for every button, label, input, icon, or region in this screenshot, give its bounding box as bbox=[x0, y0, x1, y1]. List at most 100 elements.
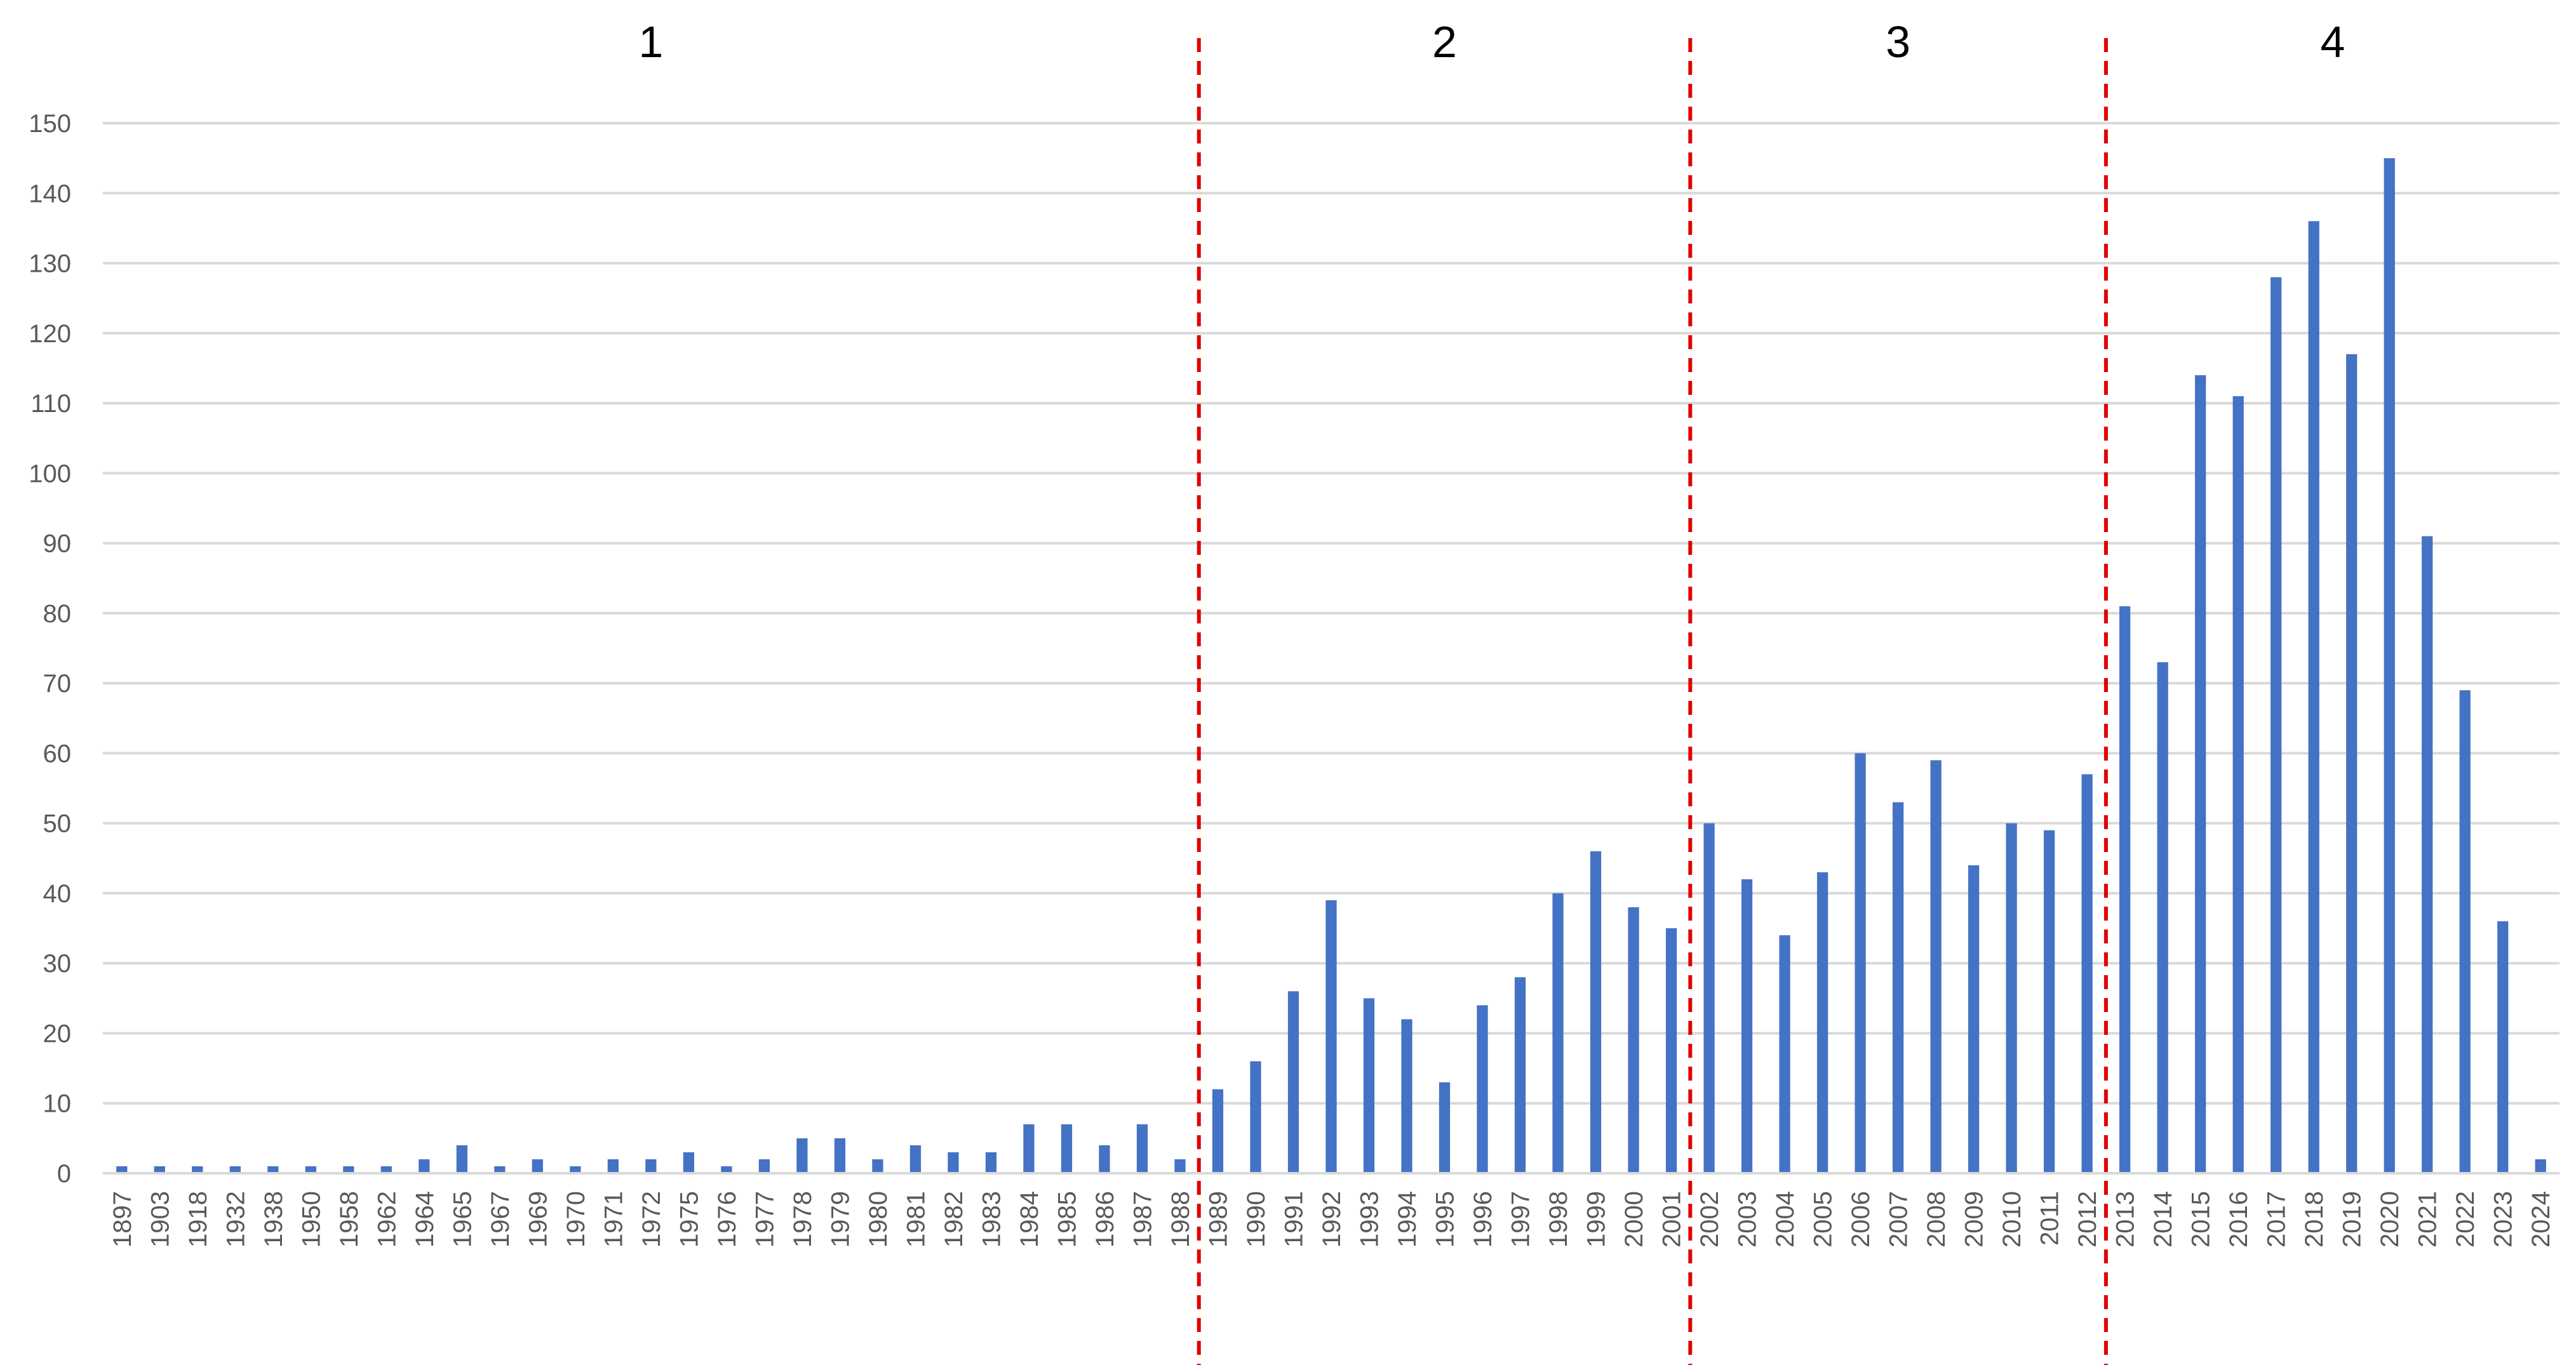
x-tick-label: 1984 bbox=[1016, 1191, 1043, 1248]
bar-1972 bbox=[645, 1159, 657, 1173]
x-tick-label: 1990 bbox=[1242, 1191, 1270, 1248]
bar-2005 bbox=[1816, 872, 1828, 1173]
bar-1978 bbox=[796, 1138, 808, 1173]
phase-label-1: 1 bbox=[638, 17, 663, 67]
bar-1970 bbox=[570, 1166, 581, 1173]
y-tick-label: 90 bbox=[43, 530, 72, 558]
x-tick-label: 1932 bbox=[222, 1191, 250, 1248]
bar-1991 bbox=[1287, 991, 1299, 1173]
y-tick-label: 20 bbox=[43, 1020, 72, 1048]
gridlines bbox=[103, 122, 2559, 1105]
x-axis-tick-labels: 1897 1903 1918 1932 1938 1950 1958 1962 1964 1965… bbox=[109, 1191, 2555, 1248]
bar-2023 bbox=[2497, 921, 2509, 1173]
phase-label-3: 3 bbox=[1886, 17, 1910, 67]
y-tick-label: 10 bbox=[43, 1090, 72, 1118]
x-tick-label: 2022 bbox=[2452, 1191, 2479, 1248]
x-tick-label: 2000 bbox=[1620, 1191, 1648, 1248]
x-tick-label: 2007 bbox=[1885, 1191, 1913, 1248]
bar-1996 bbox=[1477, 1005, 1488, 1173]
bar-1982 bbox=[948, 1152, 959, 1173]
x-tick-label: 1986 bbox=[1091, 1191, 1119, 1248]
y-tick-label: 30 bbox=[43, 950, 72, 978]
x-tick-label: 2009 bbox=[1961, 1191, 1989, 1248]
bar-2013 bbox=[2119, 606, 2131, 1173]
bar-1992 bbox=[1325, 900, 1337, 1173]
bar-2014 bbox=[2157, 662, 2168, 1173]
bar-2024 bbox=[2535, 1159, 2546, 1173]
x-tick-label: 1977 bbox=[751, 1191, 779, 1248]
x-tick-label: 1987 bbox=[1129, 1191, 1157, 1248]
bar-2011 bbox=[2044, 830, 2055, 1173]
bar-2009 bbox=[1968, 865, 1980, 1173]
bar-2018 bbox=[2308, 221, 2319, 1174]
phase-labels: 1 2 3 4 bbox=[638, 17, 2345, 67]
bar-1975 bbox=[683, 1152, 694, 1173]
phase-label-4: 4 bbox=[2320, 17, 2345, 67]
bar-1979 bbox=[834, 1138, 846, 1173]
bar-1903 bbox=[154, 1166, 165, 1173]
bar-2000 bbox=[1628, 907, 1639, 1173]
x-tick-label: 1897 bbox=[109, 1191, 137, 1248]
bar-1994 bbox=[1401, 1019, 1412, 1173]
y-tick-label: 150 bbox=[29, 110, 71, 138]
bar-1985 bbox=[1061, 1124, 1073, 1173]
x-tick-label: 2001 bbox=[1658, 1191, 1686, 1248]
x-tick-label: 1972 bbox=[638, 1191, 666, 1248]
x-tick-label: 1958 bbox=[335, 1191, 363, 1248]
x-tick-label: 2020 bbox=[2376, 1191, 2404, 1248]
x-tick-label: 1978 bbox=[789, 1191, 817, 1248]
bar-1980 bbox=[872, 1159, 883, 1173]
x-tick-label: 2024 bbox=[2527, 1191, 2555, 1248]
bar-1965 bbox=[456, 1145, 467, 1173]
x-tick-label: 1965 bbox=[448, 1191, 476, 1248]
x-tick-label: 1996 bbox=[1469, 1191, 1497, 1248]
x-tick-label: 1997 bbox=[1507, 1191, 1535, 1248]
x-tick-label: 2005 bbox=[1809, 1191, 1837, 1248]
bar-1986 bbox=[1099, 1145, 1110, 1173]
bar-2007 bbox=[1892, 802, 1904, 1173]
bar-1995 bbox=[1439, 1082, 1451, 1173]
bar-1984 bbox=[1023, 1124, 1035, 1173]
x-tick-label: 1980 bbox=[864, 1191, 892, 1248]
y-tick-label: 60 bbox=[43, 740, 72, 768]
bar-1964 bbox=[419, 1159, 430, 1173]
y-tick-label: 120 bbox=[29, 320, 71, 348]
bar-2015 bbox=[2195, 375, 2206, 1174]
x-tick-label: 1994 bbox=[1393, 1191, 1421, 1248]
x-tick-label: 1975 bbox=[675, 1191, 703, 1248]
x-tick-label: 1999 bbox=[1583, 1191, 1611, 1248]
y-tick-label: 40 bbox=[43, 880, 72, 908]
x-tick-label: 2003 bbox=[1734, 1191, 1762, 1248]
x-tick-label: 2008 bbox=[1922, 1191, 1950, 1248]
bars bbox=[116, 158, 2546, 1174]
bar-2003 bbox=[1741, 879, 1753, 1173]
x-tick-label: 1979 bbox=[826, 1191, 854, 1248]
x-tick-label: 1995 bbox=[1432, 1191, 1459, 1248]
x-tick-label: 1967 bbox=[486, 1191, 514, 1248]
x-tick-label: 1998 bbox=[1545, 1191, 1573, 1248]
bar-2002 bbox=[1703, 823, 1715, 1173]
bar-1988 bbox=[1174, 1159, 1186, 1173]
bar-1977 bbox=[758, 1159, 770, 1173]
y-tick-label: 140 bbox=[29, 180, 71, 208]
x-tick-label: 1969 bbox=[524, 1191, 552, 1248]
x-tick-label: 1982 bbox=[940, 1191, 968, 1248]
bar-1967 bbox=[494, 1166, 506, 1173]
bar-2016 bbox=[2232, 396, 2244, 1173]
bar-2006 bbox=[1855, 753, 1866, 1173]
x-tick-label: 2018 bbox=[2300, 1191, 2328, 1248]
bar-1998 bbox=[1552, 893, 1564, 1173]
x-tick-label: 1993 bbox=[1356, 1191, 1384, 1248]
bar-1918 bbox=[192, 1166, 203, 1173]
x-tick-label: 2019 bbox=[2338, 1191, 2366, 1248]
x-tick-label: 2002 bbox=[1696, 1191, 1724, 1248]
bar-1989 bbox=[1212, 1089, 1224, 1173]
bar-2021 bbox=[2422, 536, 2433, 1173]
x-tick-label: 1903 bbox=[146, 1191, 174, 1248]
x-tick-label: 1989 bbox=[1204, 1191, 1232, 1248]
y-tick-label: 70 bbox=[43, 670, 72, 698]
x-tick-label: 1971 bbox=[600, 1191, 627, 1248]
x-tick-label: 2012 bbox=[2074, 1191, 2102, 1248]
bar-2020 bbox=[2384, 158, 2395, 1174]
